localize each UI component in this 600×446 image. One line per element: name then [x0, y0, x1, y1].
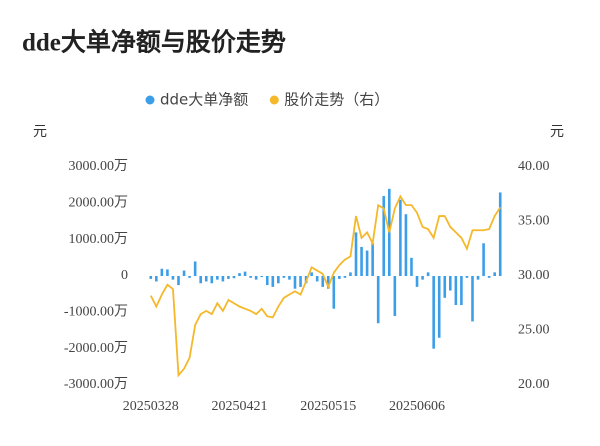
x-tick-label: 20250515 — [300, 399, 356, 414]
legend-label: dde大单净额 — [160, 91, 248, 109]
bar — [349, 272, 352, 276]
bar — [415, 276, 419, 287]
bar — [426, 272, 430, 276]
bar — [326, 276, 330, 289]
x-tick-label: 20250421 — [212, 399, 268, 414]
bar — [310, 272, 313, 276]
bar — [410, 257, 413, 276]
bar — [465, 276, 469, 278]
bar — [449, 276, 452, 291]
bar — [254, 276, 258, 280]
bar — [443, 276, 447, 298]
bar — [277, 276, 280, 284]
bar — [404, 214, 408, 276]
bar — [210, 276, 214, 284]
bar — [432, 276, 435, 349]
legend-label: 股价走势（右） — [284, 91, 389, 109]
y-tick-label: 0 — [121, 268, 128, 283]
bar — [271, 276, 275, 287]
bar — [365, 250, 369, 276]
bar — [454, 276, 458, 306]
bar — [160, 268, 164, 276]
bar — [498, 192, 502, 276]
y-tick-label: -1000.00万 — [64, 305, 128, 320]
bar — [421, 276, 424, 280]
bar — [149, 276, 153, 279]
y2-tick-label: 30.00 — [518, 268, 550, 283]
bar — [265, 276, 269, 286]
bar — [399, 199, 402, 276]
bar — [282, 276, 286, 278]
bar — [460, 276, 463, 306]
y-tick-label: 2000.00万 — [69, 196, 129, 211]
legend-marker — [269, 95, 279, 105]
bar — [227, 276, 230, 279]
bar — [155, 276, 158, 282]
bar — [354, 232, 358, 276]
bar — [299, 276, 302, 287]
bar — [216, 276, 219, 280]
bar — [371, 243, 374, 276]
y2-tick-label: 40.00 — [518, 159, 550, 174]
x-tick-label: 20250328 — [123, 399, 179, 414]
bar — [482, 243, 485, 276]
bar — [199, 276, 202, 284]
bar — [360, 246, 363, 276]
bar — [493, 272, 496, 276]
bar — [382, 196, 386, 276]
y2-tick-label: 25.00 — [518, 323, 550, 338]
y2-tick-label: 35.00 — [518, 214, 550, 229]
bar — [166, 269, 169, 276]
chart-title: dde大单净额与股价走势 — [22, 28, 286, 57]
bar — [171, 276, 175, 280]
bar — [376, 276, 380, 324]
legend-marker — [145, 95, 155, 105]
bar — [232, 276, 236, 279]
bar — [182, 270, 186, 276]
bar — [393, 276, 397, 316]
bar — [437, 276, 441, 338]
bar — [332, 276, 336, 309]
bar — [177, 276, 180, 286]
y2-tick-label: 20.00 — [518, 377, 550, 392]
y-tick-label: -2000.00万 — [64, 341, 128, 356]
y2-axis-label: 元 — [550, 125, 564, 140]
bar — [238, 273, 241, 276]
bar — [343, 276, 347, 278]
bar — [476, 276, 480, 280]
bar — [260, 276, 264, 278]
bar — [288, 276, 291, 280]
bar — [249, 276, 252, 278]
bar — [188, 276, 191, 278]
bar — [221, 276, 225, 282]
bar — [193, 261, 197, 276]
y-tick-label: 3000.00万 — [69, 159, 129, 174]
y-tick-label: 1000.00万 — [69, 232, 129, 247]
price-line — [149, 194, 501, 378]
bar — [487, 276, 491, 278]
bar — [321, 276, 325, 287]
bar — [293, 276, 297, 289]
bar — [471, 276, 474, 322]
bar — [338, 276, 341, 279]
y-tick-label: -3000.00万 — [64, 377, 128, 392]
bar — [204, 276, 208, 282]
x-tick-label: 20250606 — [389, 399, 445, 414]
bar — [315, 276, 319, 282]
bar — [243, 271, 247, 276]
y-axis-label: 元 — [33, 125, 47, 140]
